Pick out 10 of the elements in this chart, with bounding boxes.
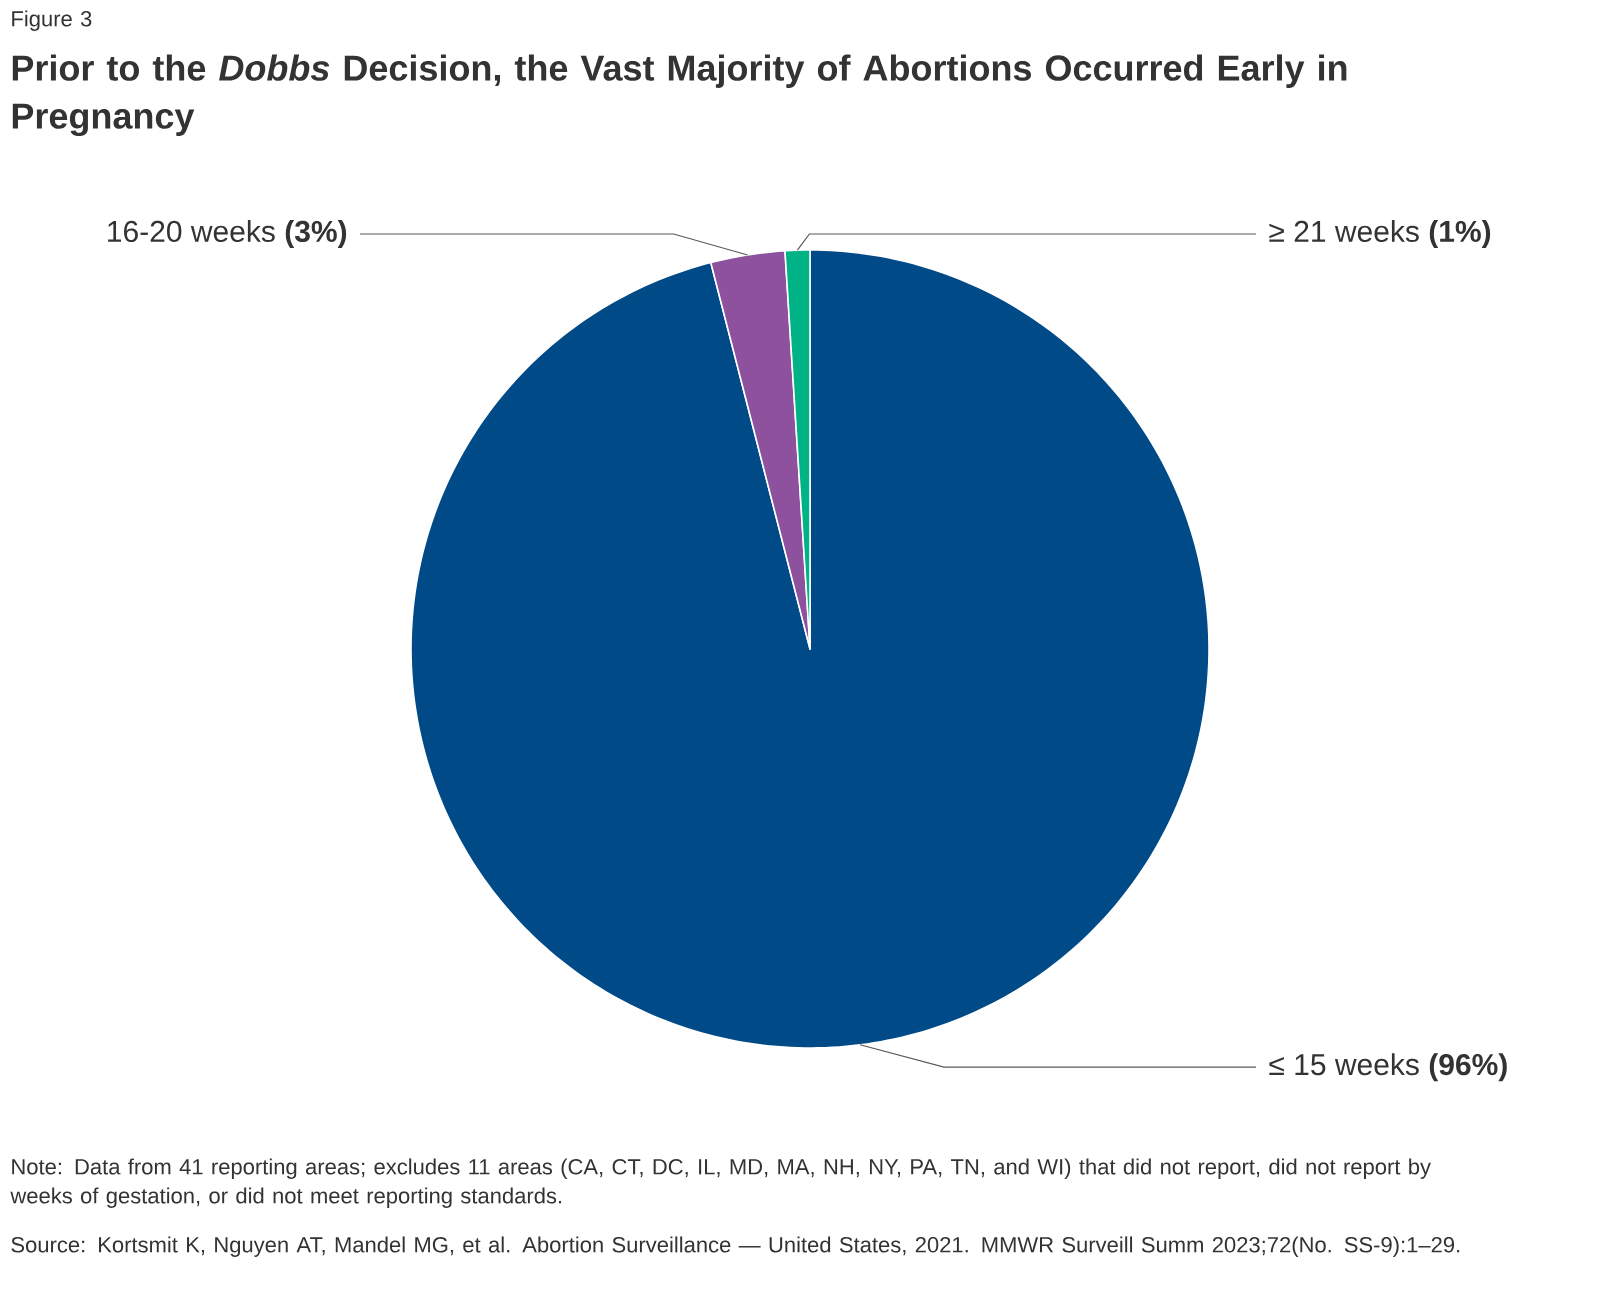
slice-label: ≥ 21 weeks bbox=[1269, 220, 1419, 243]
data-label: (3%) bbox=[285, 220, 347, 248]
slice-label: 16-20 weeks bbox=[108, 220, 275, 243]
slice-label: ≤ 15 weeks bbox=[1269, 1053, 1419, 1076]
data-label: (1%) bbox=[1429, 220, 1491, 248]
chart-title: Prior to the Dobbs Decision, the Vast Majority of Abortions Occurred Early in Pregnancy bbox=[12, 54, 1347, 137]
text: Note: Data from 41 reporting areas; excludes 11 areas (CA, CT, DC, IL, MD, MA, NH, NY, PA, TN, and WI) that did not report, did not report by weeks of gestation, or did not meet reporting standards. bbox=[10, 1158, 1431, 1208]
caption: Figure 3 bbox=[12, 10, 92, 31]
data-label: (96%) bbox=[1429, 1053, 1507, 1082]
source-note: Source: Kortsmit K, Nguyen AT, Mandel MG, et al. Abortion Surveillance — United States, 2021. MMWR Surveill Summ 2023;72(No. SS-9):1–29. bbox=[11, 1236, 1460, 1257]
